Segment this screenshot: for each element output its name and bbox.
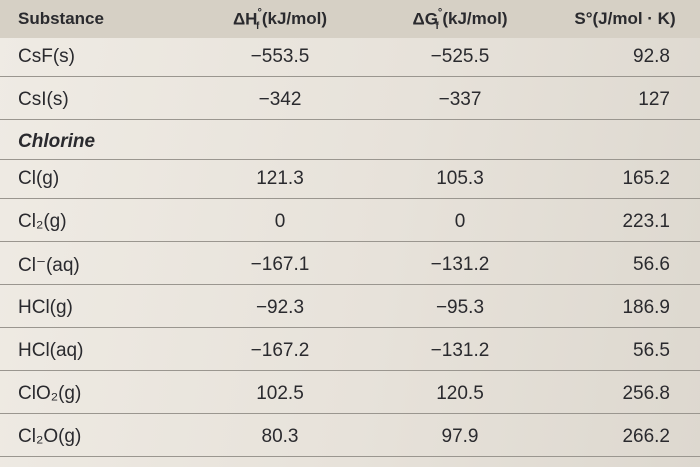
table-row: ClO₂(g) 102.5 120.5 256.8	[0, 375, 700, 414]
value-cell: 102.5	[256, 383, 304, 404]
value-cell: −95.3	[435, 297, 485, 318]
value-cell: −167.2	[250, 340, 310, 361]
header-symbol: ΔH° f	[232, 6, 262, 33]
superscript: °	[257, 6, 262, 19]
header-cell: ΔH° f (kJ/mol)	[200, 0, 360, 38]
value-cell: −167.1	[250, 254, 310, 275]
value-cell: 80.3	[261, 426, 299, 447]
value-cell: 0	[274, 211, 286, 232]
value-cell: 105.3	[436, 168, 484, 189]
subscript: f	[435, 21, 439, 33]
value-cell: 186.9	[622, 297, 670, 318]
value-cell: 121.3	[256, 168, 304, 189]
value-cell: 165.2	[622, 168, 670, 189]
substance: Cl₂(g)	[18, 211, 67, 232]
subscript: f	[255, 21, 260, 33]
value-cell: −553.5	[250, 46, 310, 67]
value-cell: −131.2	[430, 340, 490, 361]
value-cell: 56.6	[633, 254, 670, 275]
table-row: CsI(s) −342 −337 127	[0, 81, 700, 120]
header-text: S°(J/mol · K)	[574, 9, 676, 28]
value-cell: −92.3	[255, 297, 305, 318]
substance: Cl⁻(aq)	[18, 254, 80, 276]
value-cell: 0	[454, 211, 466, 232]
unit: (kJ/mol)	[261, 9, 328, 28]
header-cell: Substance	[18, 0, 104, 38]
value-cell: 120.5	[436, 383, 484, 404]
value-cell: 266.2	[622, 426, 670, 447]
substance: ClO₂(g)	[18, 383, 82, 404]
table-row: Cl₂(g) 0 0 223.1	[0, 203, 700, 242]
value-cell: −131.2	[430, 254, 490, 275]
symbol: ΔH	[232, 9, 258, 29]
substance: HCl(g)	[18, 297, 73, 318]
header-text: Substance	[18, 9, 104, 28]
value-cell: 127	[638, 89, 670, 110]
substance: Cl(g)	[18, 168, 60, 189]
substance: CsI(s)	[18, 89, 69, 110]
value-cell: −342	[258, 89, 302, 110]
table-row: Cl⁻(aq) −167.1 −131.2 56.6	[0, 246, 700, 285]
value-cell: 56.5	[633, 340, 670, 361]
symbol: ΔG	[412, 9, 438, 29]
substance: HCl(aq)	[18, 340, 84, 361]
substance: Cl₂O(g)	[18, 426, 82, 447]
value-cell: 97.9	[441, 426, 479, 447]
value-cell: 92.8	[633, 46, 670, 67]
header-cell: ΔG° f (kJ/mol)	[380, 0, 540, 38]
table-row: Cl₂O(g) 80.3 97.9 266.2	[0, 418, 700, 457]
superscript: °	[437, 6, 443, 19]
value-cell: −337	[438, 89, 482, 110]
value-cell: 223.1	[622, 211, 670, 232]
substance: CsF(s)	[18, 46, 75, 67]
value-cell: 256.8	[622, 383, 670, 404]
header-cell: S°(J/mol · K)	[555, 0, 695, 38]
table-row: HCl(aq) −167.2 −131.2 56.5	[0, 332, 700, 371]
table-row: Chlorine	[0, 124, 700, 160]
header-symbol: ΔG° f	[412, 6, 443, 33]
table-row: CsF(s) −553.5 −525.5 92.8	[0, 38, 700, 77]
header-row: Substance ΔH° f (kJ/mol) ΔG° f (kJ/mol) S°(J/mo…	[0, 0, 700, 38]
unit: (kJ/mol)	[442, 9, 508, 28]
value-cell: −525.5	[430, 46, 490, 67]
section-label: Chlorine	[18, 130, 96, 152]
table-row: Cl(g) 121.3 105.3 165.2	[0, 160, 700, 199]
table-row: HCl(g) −92.3 −95.3 186.9	[0, 289, 700, 328]
